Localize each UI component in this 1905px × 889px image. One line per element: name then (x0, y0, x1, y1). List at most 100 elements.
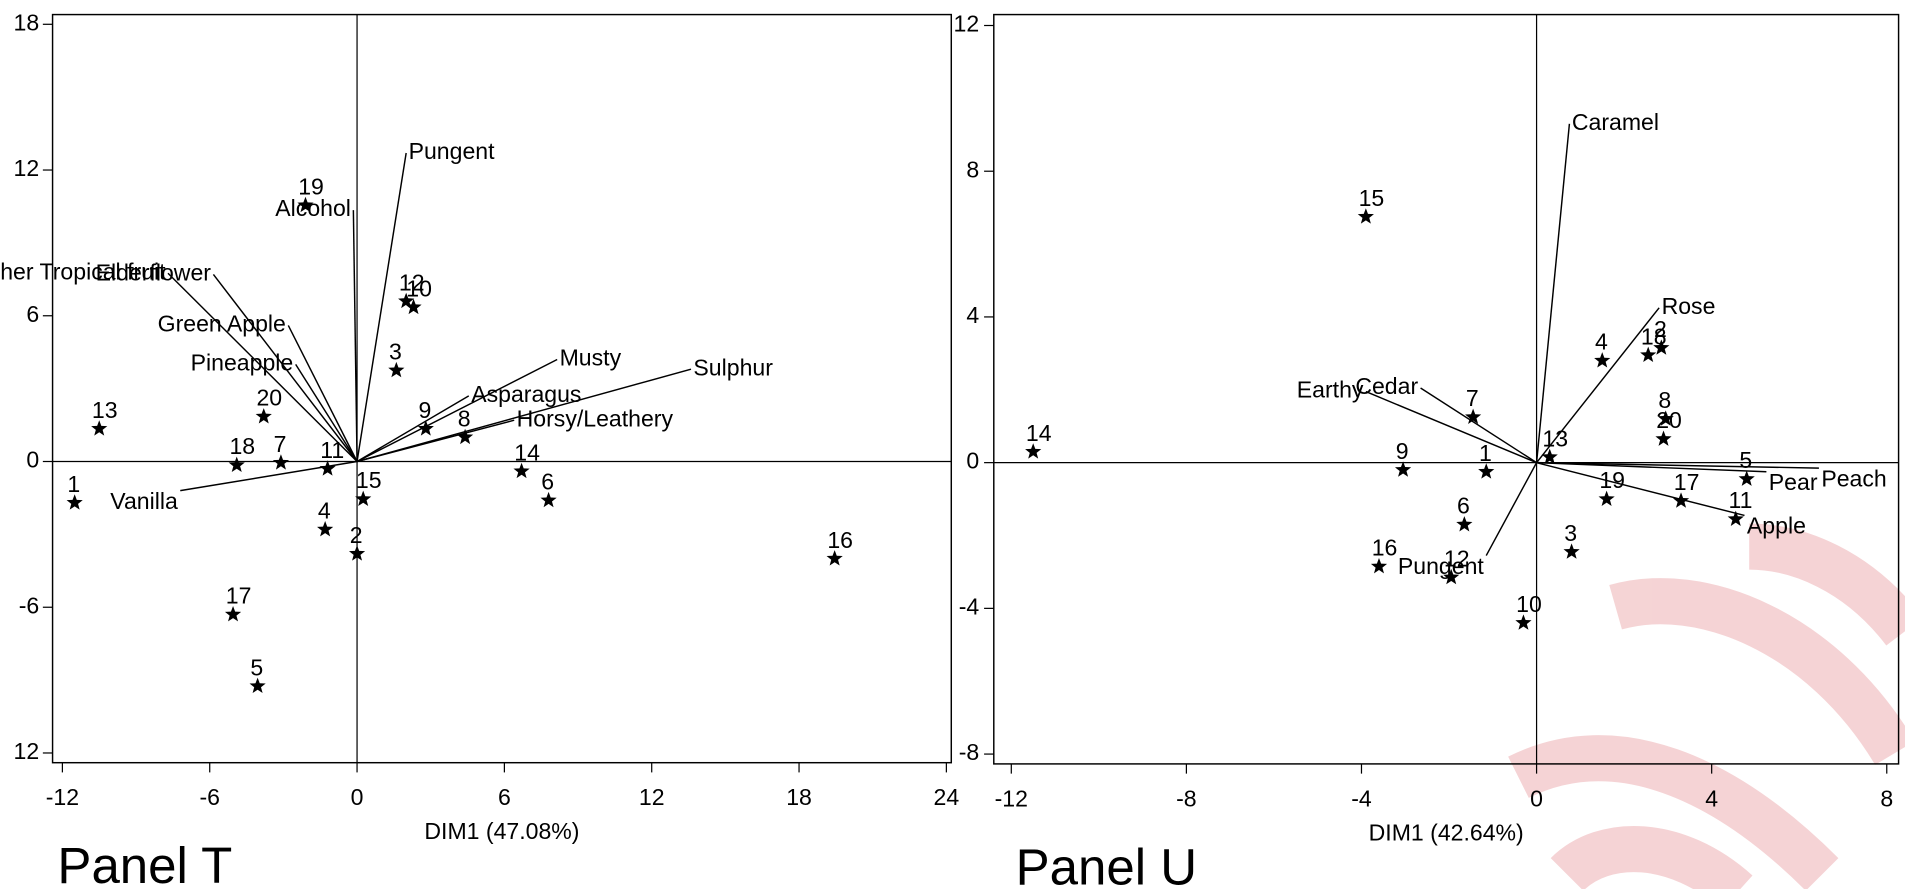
x-tick-label: 8 (1880, 785, 1893, 811)
x-tick-label: -12 (46, 784, 79, 810)
point (297, 196, 314, 213)
point-label: 1 (1479, 440, 1492, 466)
loading-vector (356, 368, 692, 463)
point (348, 545, 366, 561)
vector-label: Peach (1821, 465, 1886, 491)
point-label: 4 (1595, 329, 1608, 355)
point-label: 18 (1641, 323, 1667, 349)
x-tick-label: -8 (1176, 785, 1197, 811)
vector-label: Green Apple (158, 311, 286, 337)
x-tick-label: 18 (786, 784, 812, 810)
point (1640, 346, 1657, 363)
watermark-swirl (1609, 578, 1905, 766)
y-tick-label: 12 (14, 738, 40, 764)
y-tick-label: -4 (959, 593, 980, 619)
loading-vector (180, 460, 358, 492)
point-label: 10 (406, 275, 432, 301)
point-label: 7 (274, 431, 287, 457)
loading-vector (295, 363, 358, 462)
point (1727, 510, 1744, 526)
point (1370, 557, 1388, 574)
loading-vector (356, 152, 407, 462)
vector-label: Asparagus (471, 381, 581, 407)
x-tick-label: 0 (1530, 785, 1543, 811)
watermark (1508, 523, 1905, 889)
point-label: 3 (1564, 520, 1577, 546)
point (355, 490, 372, 507)
point (457, 428, 474, 445)
x-tick-label: -4 (1351, 785, 1372, 811)
vector-label: Horsy/Leathery (517, 405, 674, 431)
plot-frame (51, 13, 953, 764)
y-tick-label: -6 (19, 592, 40, 618)
watermark-swirl (1550, 826, 1753, 889)
point (1478, 463, 1495, 479)
x-axis-label: DIM1 (47.08%) (424, 818, 579, 844)
y-tick-label: 0 (966, 448, 979, 474)
vector-label: Apple (1747, 513, 1806, 539)
point (398, 292, 415, 309)
point (826, 550, 843, 566)
y-tick-label: -8 (959, 739, 980, 765)
x-tick-label: 6 (498, 784, 511, 810)
point-label: 11 (320, 437, 344, 463)
point (319, 460, 336, 476)
point-label: 12 (399, 269, 425, 295)
point-label: 15 (1359, 185, 1385, 211)
point-label: 12 (1444, 545, 1470, 571)
point (1563, 543, 1580, 559)
point (1357, 208, 1374, 224)
point-label: 3 (389, 339, 402, 365)
vector-label: Pungent (1398, 553, 1485, 579)
y-tick-label: 8 (966, 156, 979, 182)
loading-vector (1536, 461, 1767, 473)
point (1465, 408, 1482, 424)
point-label: 14 (514, 439, 540, 465)
loading-vector (1365, 390, 1537, 464)
loading-vector (1536, 461, 1819, 469)
point-label: 20 (1656, 407, 1682, 433)
point-label: 11 (1728, 487, 1752, 513)
point (1738, 470, 1755, 486)
loading-vector (1420, 387, 1537, 464)
loading-vector (356, 419, 515, 463)
watermark-swirl (1748, 523, 1905, 646)
point (91, 420, 108, 436)
point (417, 420, 434, 436)
point-label: 9 (419, 397, 432, 423)
point (224, 606, 242, 622)
point (1655, 430, 1672, 446)
x-tick-label: 0 (351, 784, 364, 810)
vector-label: Elderflower (96, 260, 212, 286)
loading-vector (287, 325, 358, 462)
vector-label: Pear (1769, 469, 1818, 495)
loading-vector (167, 272, 358, 463)
point-label: 8 (458, 405, 471, 431)
point (1541, 448, 1558, 465)
panel-title: Panel U (1016, 838, 1197, 889)
point-label: 4 (318, 498, 331, 524)
point (272, 454, 290, 470)
point-label: 5 (1739, 447, 1752, 473)
x-tick-label: 12 (639, 784, 665, 810)
vector-label: Pineapple (191, 349, 294, 375)
point (1598, 490, 1615, 506)
point-label: 18 (229, 433, 255, 459)
point (1653, 339, 1670, 355)
point (1443, 568, 1460, 585)
point-label: 17 (226, 583, 252, 609)
vector-label: Earthy (1297, 377, 1364, 403)
x-tick-label: -6 (199, 784, 220, 810)
vector-label: Rose (1662, 293, 1716, 319)
loading-vector (212, 274, 358, 462)
y-tick-label: 6 (26, 301, 39, 327)
point-label: 5 (250, 654, 263, 680)
point-label: 13 (1542, 425, 1568, 451)
point-label: 17 (1674, 469, 1700, 495)
loading-vector (1536, 461, 1745, 517)
point-label: 14 (1026, 420, 1052, 446)
